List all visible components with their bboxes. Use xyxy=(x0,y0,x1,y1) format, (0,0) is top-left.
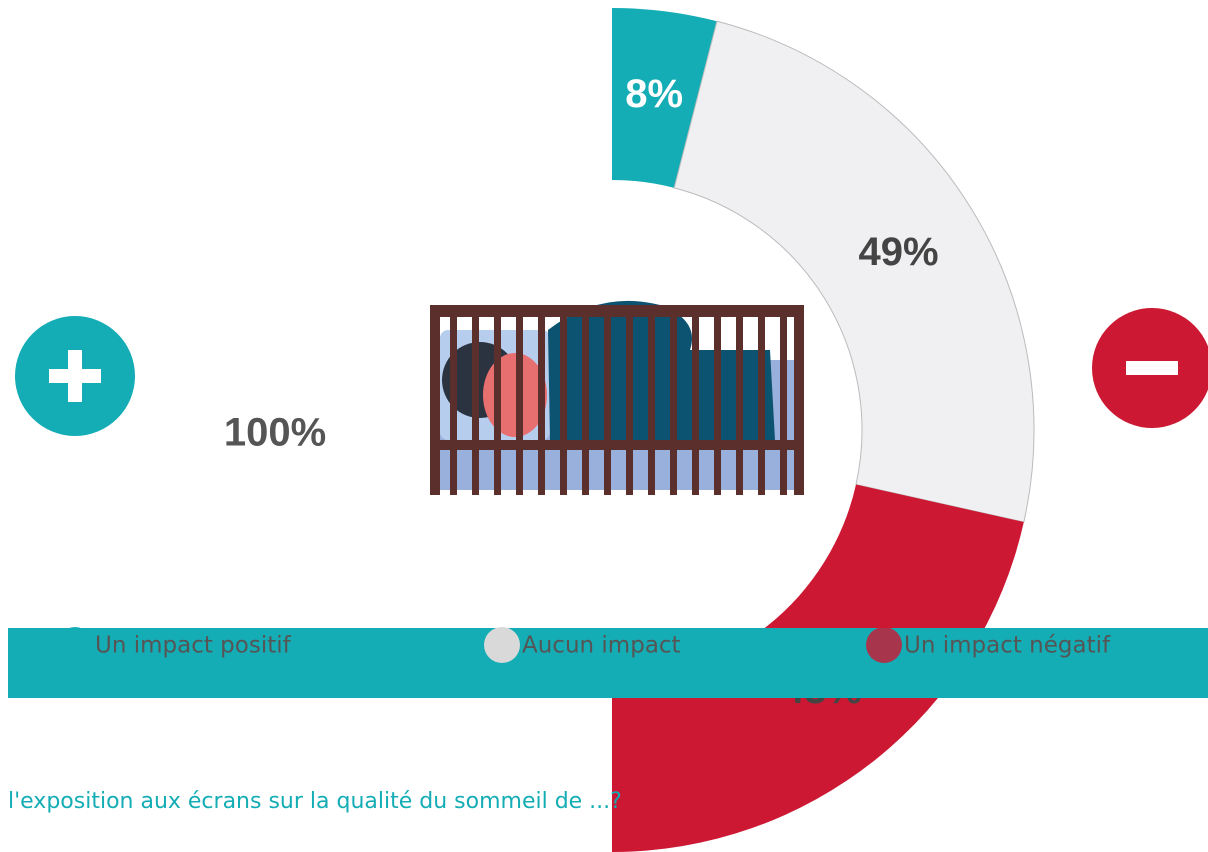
legend: Un impact positif Aucun impact Un impact n… xyxy=(8,627,1208,698)
donut-segment xyxy=(612,8,717,188)
crib-bar xyxy=(582,317,589,495)
crib-bar xyxy=(516,317,523,495)
center-label: 100% xyxy=(224,411,326,455)
legend-bar xyxy=(8,628,1208,698)
crib-bar xyxy=(670,317,677,495)
legend-marker xyxy=(484,627,520,663)
crib-bar xyxy=(736,317,743,495)
crib-bar xyxy=(714,317,721,495)
legend-label: Aucun impact xyxy=(522,633,681,659)
crib-bar xyxy=(780,317,787,495)
crib-bar xyxy=(538,317,545,495)
crib-bar xyxy=(692,317,699,495)
minus-icon xyxy=(1092,308,1208,428)
donut-segment xyxy=(673,20,1035,523)
crib-bar xyxy=(626,317,633,495)
question-text: l'exposition aux écrans sur la qualité d… xyxy=(8,789,622,814)
crib-bar xyxy=(604,317,611,495)
legend-marker xyxy=(57,627,93,663)
value-label: 8% xyxy=(625,72,683,116)
crib-illustration xyxy=(430,300,804,495)
crib-bar xyxy=(560,317,567,495)
crib-bar xyxy=(758,317,765,495)
crib-bar xyxy=(450,317,457,495)
legend-marker xyxy=(866,627,902,663)
crib-bar xyxy=(472,317,479,495)
crib-bar xyxy=(494,317,501,495)
crib-bar xyxy=(648,317,655,495)
legend-label: Un impact négatif xyxy=(904,633,1111,659)
legend-label: Un impact positif xyxy=(95,633,292,659)
plus-icon xyxy=(15,316,135,436)
value-label: 49% xyxy=(858,230,938,274)
